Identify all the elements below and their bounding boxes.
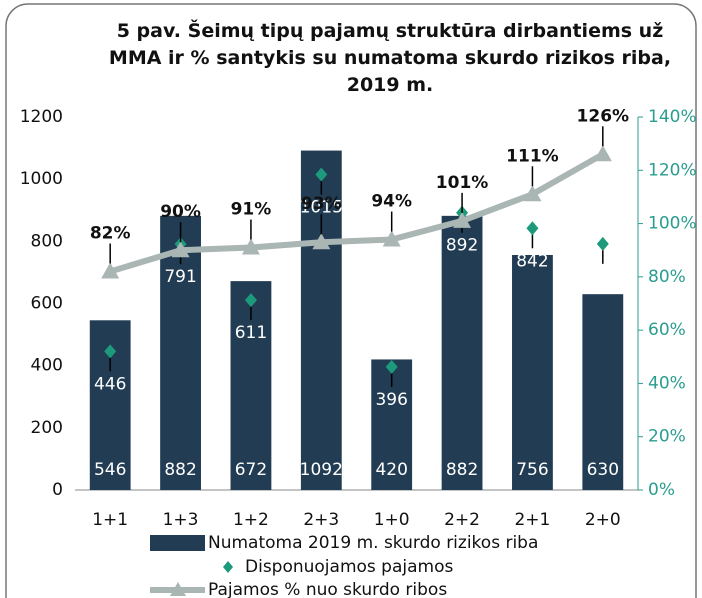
triangle-marker — [523, 185, 542, 202]
diamond — [385, 359, 398, 374]
bar-label: 756 — [516, 460, 548, 480]
line — [109, 151, 605, 275]
x-tick-label: 2+3 — [303, 510, 339, 530]
line-label: 111% — [506, 146, 559, 166]
bar — [300, 150, 342, 490]
y2-tick-label: 60% — [648, 320, 686, 340]
line-label: 101% — [436, 173, 489, 193]
diamond — [596, 236, 609, 251]
chart-title: 5 pav. Šeimų tipų pajamų struktūra dirba… — [108, 20, 672, 96]
bar-label: 1092 — [300, 460, 343, 480]
y-tick-label: 200 — [31, 418, 63, 438]
y2-tick-label: 100% — [648, 214, 697, 234]
x-tick-label: 2+2 — [444, 510, 480, 530]
legend-swatch — [150, 535, 205, 551]
frame — [5, 3, 697, 598]
legend-label: Pajamos % nuo skurdo ribos — [208, 580, 447, 598]
diamond — [244, 293, 257, 308]
bar — [582, 294, 624, 490]
triangle-marker — [171, 241, 190, 258]
y2-tick-label: 0% — [648, 480, 675, 500]
legend-swatch — [170, 582, 186, 596]
triangle-marker — [101, 262, 120, 279]
bar-label: 546 — [94, 460, 126, 480]
legend-swatch — [223, 561, 233, 573]
diamond — [104, 344, 117, 359]
x-tick-label: 1+2 — [233, 510, 269, 530]
triangle-marker — [382, 230, 401, 247]
y2-tick-label: 80% — [648, 267, 686, 287]
point-label: 892 — [446, 236, 478, 256]
x-tick-label: 1+3 — [163, 510, 199, 530]
x-tick-label: 2+0 — [585, 510, 621, 530]
line-label: 91% — [231, 200, 272, 220]
point-label: 396 — [375, 390, 407, 410]
y-tick-label: 1200 — [20, 107, 63, 127]
triangle-marker — [241, 238, 260, 255]
diamond — [526, 221, 539, 236]
bar-label: 420 — [375, 460, 407, 480]
triangle-marker — [453, 211, 472, 228]
bar-label: 882 — [164, 460, 196, 480]
triangle-marker — [593, 145, 612, 162]
bar-label: 672 — [235, 460, 267, 480]
y2-tick-label: 120% — [648, 160, 697, 180]
y-tick-label: 1000 — [20, 169, 63, 189]
point-label: 791 — [164, 267, 196, 287]
x-tick-label: 1+1 — [92, 510, 128, 530]
y-tick-label: 400 — [31, 356, 63, 376]
bar-label: 630 — [587, 460, 619, 480]
y-tick-label: 800 — [31, 231, 63, 251]
line-label: 82% — [90, 224, 131, 244]
legend-label: Disponuojamos pajamos — [245, 557, 453, 577]
line-label: 93% — [301, 194, 342, 214]
y-tick-label: 0 — [52, 480, 63, 500]
point-label: 792 — [587, 267, 619, 287]
y2-tick-label: 40% — [648, 373, 686, 393]
triangle-marker — [312, 233, 331, 250]
bar — [441, 215, 483, 490]
x-tick-label: 2+1 — [514, 510, 550, 530]
legend-label: Numatoma 2019 m. skurdo rizikos riba — [208, 533, 538, 553]
point-label: 842 — [516, 251, 548, 271]
y2-tick-label: 20% — [648, 427, 686, 447]
point-label: 1015 — [300, 198, 343, 218]
y2-tick-label: 140% — [648, 107, 697, 127]
bar-label: 882 — [446, 460, 478, 480]
diamond — [315, 167, 328, 182]
point-label: 446 — [94, 374, 126, 394]
x-tick-label: 1+0 — [374, 510, 410, 530]
line-label: 94% — [371, 192, 412, 212]
point-label: 611 — [235, 323, 267, 343]
line-label: 90% — [160, 202, 201, 222]
line-label: 126% — [577, 106, 630, 126]
y-tick-label: 600 — [31, 294, 63, 314]
bar — [512, 255, 553, 490]
